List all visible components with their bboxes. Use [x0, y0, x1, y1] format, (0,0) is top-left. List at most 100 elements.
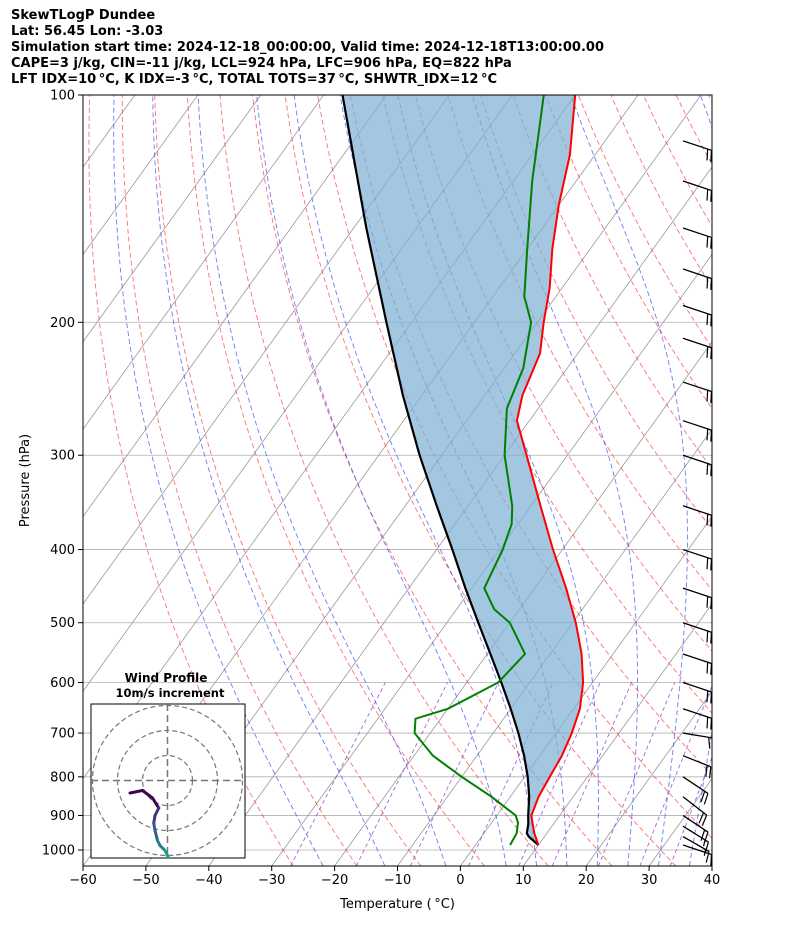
- isotherm-line: [585, 690, 712, 866]
- barb-feather: [706, 596, 709, 608]
- hodograph-plot: [91, 704, 245, 896]
- barb-feather: [706, 236, 709, 248]
- time-line: Simulation start time: 2024-12-18_00:00:…: [11, 40, 604, 55]
- barb-staff: [682, 836, 710, 853]
- barb-feather: [710, 691, 712, 704]
- barb-feather: [703, 831, 709, 844]
- barb-staff: [682, 681, 712, 693]
- x-tick-label: 30: [641, 873, 658, 888]
- wind-barb: [682, 814, 709, 844]
- y-tick-label: 500: [50, 616, 75, 631]
- wind-barb: [682, 548, 712, 571]
- series-layer: [341, 95, 585, 846]
- mixing-ratio-line: [290, 682, 386, 866]
- barb-feather: [706, 346, 709, 358]
- wind-barb: [682, 304, 712, 327]
- dewpoint-line: [413, 95, 545, 846]
- isotherm-line: [83, 95, 324, 430]
- barb-feather: [708, 766, 712, 779]
- barb-feather: [710, 632, 712, 644]
- barb-feather: [711, 738, 712, 739]
- isotherm-line: [0, 95, 72, 866]
- chart-header: SkewTLogP Dundee Lat: 56.45 Lon: -3.03 S…: [11, 8, 604, 88]
- cape-shading: [342, 95, 584, 845]
- dry-adiabat-line: [121, 95, 358, 866]
- wind-barb: [682, 337, 712, 360]
- y-tick-label: 400: [50, 543, 75, 558]
- barb-feather: [701, 814, 708, 826]
- barb-staff: [682, 622, 712, 633]
- wind-barbs: [682, 140, 712, 866]
- dry-adiabat-line: [741, 95, 794, 866]
- barb-staff: [682, 814, 709, 833]
- hodograph-segment: [151, 796, 161, 810]
- parcel-profile-line: [341, 95, 540, 846]
- barb-feather: [706, 313, 709, 326]
- barb-staff: [682, 587, 712, 599]
- barb-feather: [706, 189, 709, 201]
- barb-staff: [682, 776, 709, 795]
- hodograph-segment: [170, 861, 173, 864]
- dry-adiabat-line: [480, 95, 712, 530]
- isotherm-line: [83, 95, 262, 343]
- hodograph-segment: [183, 886, 188, 891]
- barb-feather: [710, 430, 712, 442]
- barb-staff: [682, 755, 712, 768]
- barb-feather: [710, 391, 712, 403]
- hodograph-segment: [173, 871, 176, 881]
- y-tick-label: 700: [50, 727, 75, 742]
- axes: −60 −50 −40 −30 −20 −10 0 10 20 30 40 100 200 300 400 5…: [18, 89, 720, 913]
- x-tick-label: 20: [578, 873, 595, 888]
- mixing-ratio-line: [669, 756, 712, 866]
- barb-feather: [708, 737, 711, 749]
- wind-barb: [682, 180, 712, 202]
- barb-staff: [682, 653, 712, 665]
- isotherm-line: [83, 95, 387, 518]
- barb-feather: [704, 841, 710, 854]
- dry-adiabat-line: [88, 95, 294, 866]
- moist-adiabat-line: [113, 95, 324, 866]
- moist-adiabat-line: [256, 95, 507, 866]
- y-tick-label: 300: [50, 449, 75, 464]
- barb-staff: [682, 381, 712, 393]
- grid-layer: [0, 95, 794, 866]
- barb-feather: [706, 277, 709, 289]
- wind-barb: [682, 755, 712, 779]
- isotherm-line: [775, 95, 794, 866]
- hodograph-segment: [128, 789, 144, 795]
- barb-staff: [682, 454, 712, 466]
- barb-feather: [710, 515, 712, 527]
- barb-feather: [706, 463, 709, 475]
- dry-adiabat-line: [708, 95, 712, 103]
- wind-barb: [682, 653, 712, 675]
- mixing-ratio-line: [597, 682, 676, 866]
- cape-line: CAPE=3 j/kg, CIN=-11 j/kg, LCL=924 hPa, …: [11, 56, 512, 71]
- barb-staff: [682, 732, 712, 739]
- moist-adiabat-line: [570, 95, 688, 866]
- hodograph-title: Wind Profile: [125, 671, 208, 685]
- hodograph-subtitle: 10m/s increment: [116, 686, 225, 700]
- dry-adiabat-line: [610, 95, 712, 289]
- moist-adiabat-line: [339, 95, 568, 866]
- barb-feather: [706, 149, 709, 161]
- barb-staff: [682, 844, 712, 856]
- hodograph-segment: [188, 891, 196, 896]
- barb-feather: [710, 150, 712, 162]
- barb-feather: [706, 557, 709, 570]
- wind-barb: [682, 227, 712, 249]
- barb-feather: [710, 854, 712, 866]
- barb-feather: [706, 513, 709, 526]
- mixing-ratio-line: [409, 682, 499, 866]
- location-line: Lat: 56.45 Lon: -3.03: [11, 24, 164, 39]
- wind-barb: [682, 420, 712, 442]
- barb-staff: [682, 227, 712, 239]
- dry-adiabat-line: [642, 95, 712, 228]
- barb-feather: [706, 716, 709, 729]
- wind-barb: [682, 844, 712, 866]
- wind-barb: [682, 587, 712, 610]
- barb-feather: [710, 663, 712, 675]
- barb-feather: [700, 829, 706, 841]
- barb-feather: [706, 428, 709, 441]
- barb-feather: [710, 347, 712, 360]
